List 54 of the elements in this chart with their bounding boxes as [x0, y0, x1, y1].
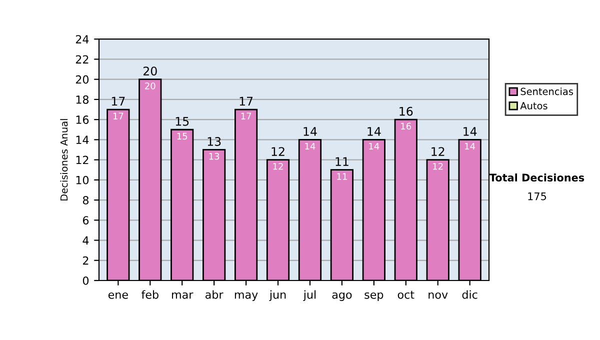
y-tick-label: 22: [76, 55, 88, 64]
y-tick-label: 12: [76, 156, 88, 164]
y-tick-label: 2: [83, 256, 88, 265]
total-label: 17: [112, 96, 125, 106]
data-label: 12: [433, 162, 443, 170]
y-tick-label: 6: [82, 216, 89, 225]
total-label: 16: [400, 106, 413, 116]
data-label: 12: [273, 162, 283, 170]
y-axis-title: Decisiones Anual: [60, 119, 68, 200]
data-label: 13: [209, 152, 220, 160]
data-label: 20: [145, 82, 156, 90]
y-tick-label: 20: [76, 75, 89, 84]
x-tick-label: sep: [364, 292, 384, 301]
total-label: 12: [272, 147, 284, 156]
data-label: 15: [177, 132, 188, 140]
x-tick-label: jul: [303, 290, 316, 301]
total-label: 15: [176, 117, 189, 126]
y-tick-label: 0: [82, 276, 89, 285]
x-tick-label: dic: [462, 290, 478, 299]
data-label: 11: [337, 173, 347, 180]
x-tick-label: ago: [332, 292, 352, 301]
y-tick-label: 16: [76, 116, 89, 124]
x-tick-label: jun: [269, 290, 286, 301]
y-tick-label: 8: [82, 196, 89, 204]
total-label: 13: [208, 137, 221, 146]
y-tick-label: 18: [76, 95, 89, 104]
x-tick-label: ene: [108, 292, 128, 299]
y-tick-label: 14: [76, 136, 89, 144]
x-tick-label: nov: [428, 292, 448, 299]
legend-label: Autos: [520, 102, 548, 110]
legend-label: Sentencias: [520, 88, 574, 96]
total-label: 14: [368, 127, 381, 136]
text: Total Decisiones: [489, 173, 584, 182]
data-label: 17: [241, 112, 252, 120]
total-label: 14: [304, 127, 317, 136]
data-label: 17: [113, 112, 124, 120]
x-tick-label: abr: [206, 290, 224, 299]
data-label: 14: [369, 142, 380, 150]
x-tick-label: mar: [172, 292, 194, 299]
x-tick-label: feb: [142, 290, 158, 299]
x-tick-label: oct: [398, 290, 414, 299]
total-label: 12: [432, 147, 444, 156]
total-label: 20: [144, 66, 157, 76]
total-label: 14: [464, 127, 477, 136]
y-tick-label: 24: [76, 35, 89, 44]
text: 175: [528, 192, 546, 200]
data-label: 14: [465, 142, 476, 150]
total-label: 11: [336, 157, 348, 166]
data-label: 14: [305, 142, 316, 150]
y-tick-label: 4: [82, 236, 89, 244]
data-label: 16: [401, 122, 412, 130]
y-tick-label: 10: [76, 176, 89, 184]
total-label: 17: [240, 96, 253, 106]
x-tick-label: may: [234, 292, 258, 301]
